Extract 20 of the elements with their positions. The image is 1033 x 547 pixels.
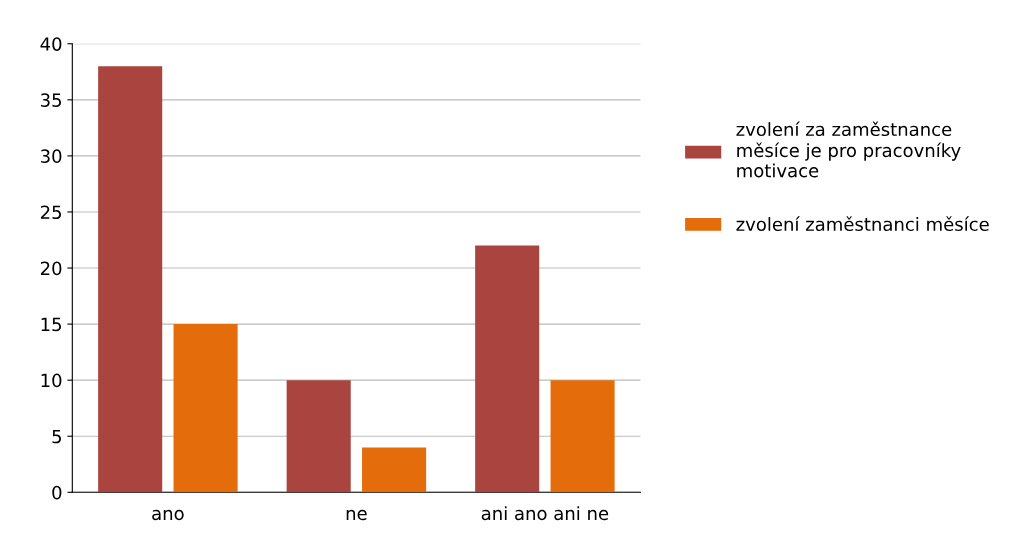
bar [98,66,163,493]
y-tick-label: 15 [41,317,62,332]
y-tick-label: 10 [41,373,62,388]
bar [362,447,427,493]
y-tick-label: 25 [40,205,62,220]
bar [475,245,540,493]
y-tick-label: 20 [40,261,62,276]
x-tick-label: ani ano ani ne [481,506,609,521]
bar [173,324,238,493]
y-tick-label: 40 [40,37,62,51]
y-tick-label: 5 [52,429,62,444]
y-tick-label: 30 [40,149,62,164]
y-tick-label: 35 [40,93,62,107]
x-tick-label: ano [152,509,184,521]
y-tick-label: 0 [52,485,62,500]
x-tick-label: ne [346,509,367,521]
bar [550,380,615,493]
legend-label: zvolení za zaměstnance měsíce je pro pracovníky motivace [736,121,961,178]
legend-label: zvolení zaměstnanci měsíce [736,216,989,232]
bar [286,380,351,493]
